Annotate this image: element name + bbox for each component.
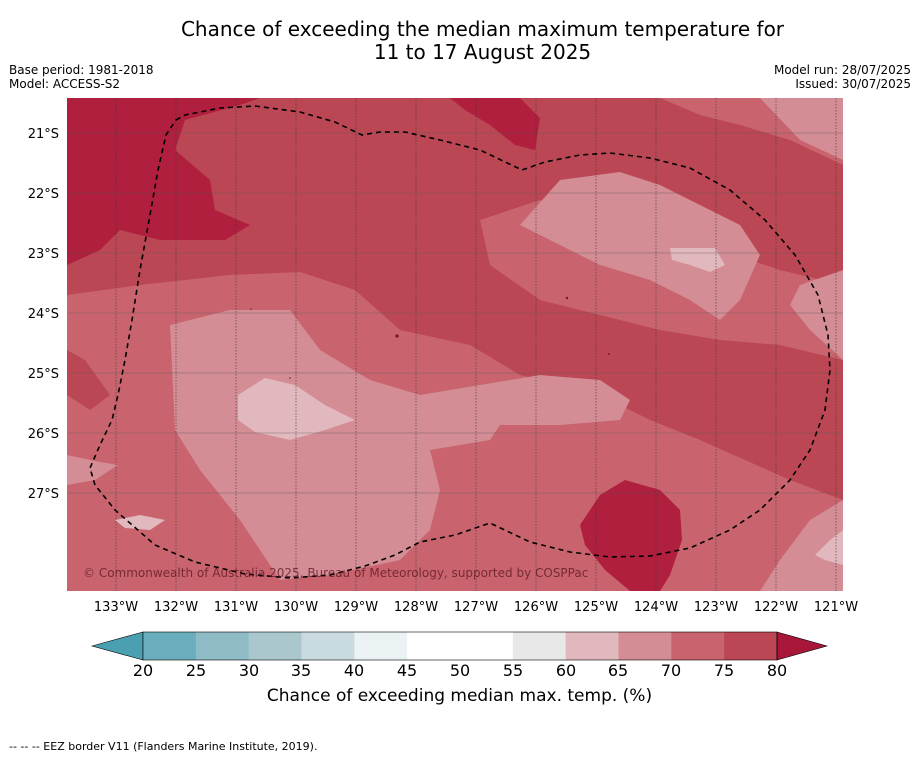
colorbar-high-arrow xyxy=(776,631,829,661)
contour-65-70-northeast xyxy=(760,98,843,160)
colorbar-tick: 25 xyxy=(186,661,206,680)
colorbar-segment xyxy=(724,632,778,660)
colorbar-segment xyxy=(143,632,197,660)
contour-60-65-west xyxy=(115,515,165,530)
colorbar-label: Chance of exceeding median max. temp. (%… xyxy=(266,686,653,706)
lat-label: 23°S xyxy=(28,247,59,262)
colorbar-segment xyxy=(565,632,619,660)
contour-above-80-south xyxy=(580,480,682,591)
lon-label: 128°W xyxy=(394,600,438,615)
colorbar-segment xyxy=(618,632,672,660)
colorbar-tick: 20 xyxy=(133,661,153,680)
colorbar-segment xyxy=(248,632,302,660)
colorbar-tick: 65 xyxy=(608,661,628,680)
colorbar-segment xyxy=(460,632,514,660)
longitude-gridlines xyxy=(115,98,837,591)
colorbar-tick-labels: 20 25 30 35 40 45 50 55 60 65 70 75 80 xyxy=(133,661,787,680)
colorbar-segment xyxy=(671,632,725,660)
small-islands xyxy=(250,296,610,379)
contour-60-65-central xyxy=(238,378,355,440)
colorbar-tick: 45 xyxy=(397,661,417,680)
colorbar-tick: 80 xyxy=(767,661,787,680)
eez-border xyxy=(89,105,831,579)
eez-footnote: -- -- -- EEZ border V11 (Flanders Marine… xyxy=(9,740,318,753)
colorbar-tick: 60 xyxy=(556,661,576,680)
contour-above-80-northwest xyxy=(67,98,260,265)
colorbar-segment xyxy=(354,632,408,660)
lat-label: 21°S xyxy=(28,127,59,142)
lon-label: 124°W xyxy=(634,600,678,615)
colorbar-tick: 50 xyxy=(450,661,470,680)
colorbar-segment xyxy=(512,632,566,660)
latitude-gridlines xyxy=(67,132,843,494)
meta-right: Model run: 28/07/2025 Issued: 30/07/2025 xyxy=(774,63,911,91)
colorbar-segments xyxy=(143,632,778,660)
colorbar-tick: 75 xyxy=(714,661,734,680)
contour-65-70-east xyxy=(520,172,760,320)
colorbar-tick: 40 xyxy=(344,661,364,680)
model-text: Model: ACCESS-S2 xyxy=(9,77,121,91)
colorbar-tick: 55 xyxy=(503,661,523,680)
lon-label: 122°W xyxy=(754,600,798,615)
colorbar-segment xyxy=(195,632,249,660)
lon-label: 123°W xyxy=(694,600,738,615)
graticule xyxy=(67,98,843,591)
latitude-labels: 21°S 22°S 23°S 24°S 25°S 26°S 27°S xyxy=(28,127,59,502)
contour-65-70-far-east xyxy=(790,270,843,360)
issued-text: Issued: 30/07/2025 xyxy=(795,77,911,91)
colorbar-segment xyxy=(301,632,355,660)
model-run-text: Model run: 28/07/2025 xyxy=(773,63,911,77)
colorbar-tick: 35 xyxy=(291,661,311,680)
colorbar-tick: 30 xyxy=(239,661,259,680)
base-period-text: Base period: 1981-2018 xyxy=(9,63,154,77)
lat-label: 22°S xyxy=(28,187,59,202)
contour-65-70-southeast xyxy=(760,500,843,591)
lat-label: 25°S xyxy=(28,367,59,382)
longitude-labels: 133°W 132°W 131°W 130°W 129°W 128°W 127°… xyxy=(94,600,858,615)
lat-label: 24°S xyxy=(28,307,59,322)
map-title-line2: 11 to 17 August 2025 xyxy=(373,40,592,64)
probability-contours xyxy=(67,98,843,591)
colorbar-segment xyxy=(407,632,461,660)
meta-left: Base period: 1981-2018 Model: ACCESS-S2 xyxy=(9,63,154,91)
contour-60-65-southeast xyxy=(815,530,843,565)
colorbar-frame xyxy=(142,631,778,661)
lat-label: 26°S xyxy=(28,427,59,442)
lon-label: 133°W xyxy=(94,600,138,615)
colorbar-low-arrow xyxy=(90,631,144,661)
copyright-text: © Commonwealth of Australia 2025, Bureau… xyxy=(83,566,588,580)
lon-label: 130°W xyxy=(274,600,318,615)
contour-65-70-west-patch xyxy=(67,455,118,485)
lon-label: 121°W xyxy=(814,600,858,615)
lon-label: 131°W xyxy=(214,600,258,615)
lon-label: 126°W xyxy=(514,600,558,615)
lon-label: 129°W xyxy=(334,600,378,615)
lon-label: 132°W xyxy=(154,600,198,615)
lon-label: 125°W xyxy=(574,600,618,615)
colorbar-tick: 70 xyxy=(661,661,681,680)
colorbar: 20 25 30 35 40 45 50 55 60 65 70 75 80 xyxy=(90,631,829,680)
lon-label: 127°W xyxy=(454,600,498,615)
contour-above-80-north xyxy=(450,98,540,150)
map-title: Chance of exceeding the median maximum t… xyxy=(0,18,919,64)
lat-label: 27°S xyxy=(28,487,59,502)
contour-60-65-east xyxy=(670,248,725,272)
map-title-line1: Chance of exceeding the median maximum t… xyxy=(180,17,785,41)
contour-65-70-central xyxy=(170,310,630,580)
contour-above-80-west-edge xyxy=(67,350,110,410)
